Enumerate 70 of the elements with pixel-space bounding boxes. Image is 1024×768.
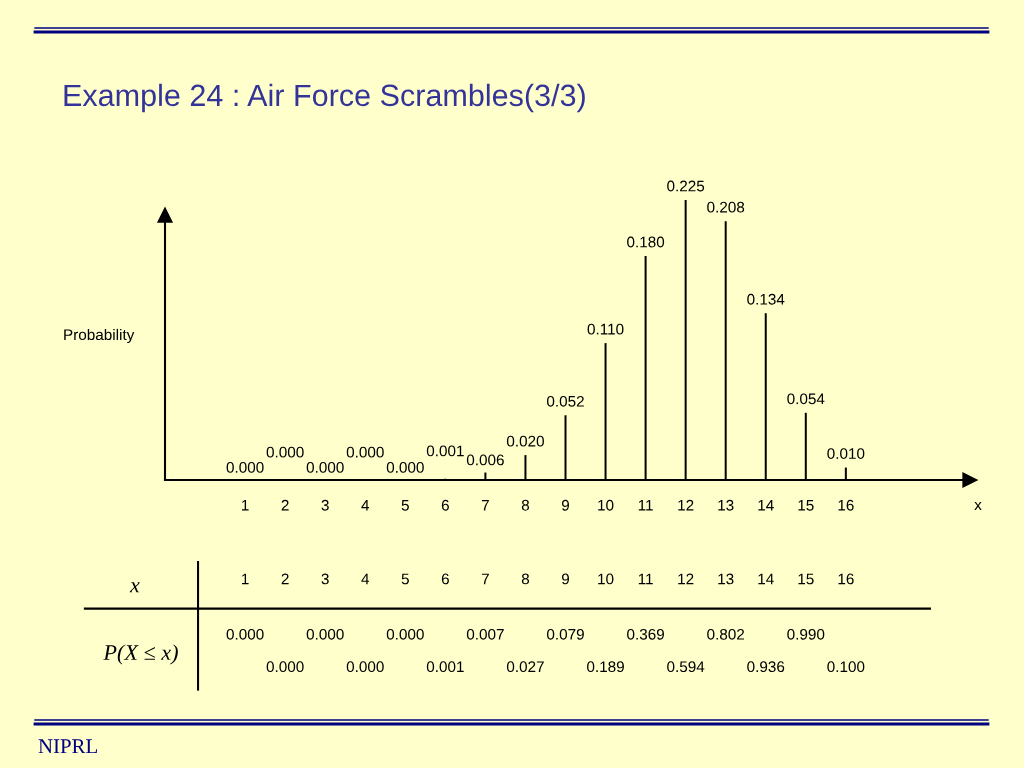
text: 0.027 (506, 661, 544, 673)
x-tick-label: 7 (481, 500, 489, 511)
category-label: 13 (718, 573, 734, 585)
data-label: 0.020 (506, 435, 544, 447)
text: x (974, 501, 982, 510)
text: 0.936 (747, 661, 785, 673)
text: 0.001 (426, 661, 464, 673)
category-label: 16 (838, 573, 854, 585)
x-tick-label: 15 (798, 500, 814, 511)
category-label: 6 (441, 573, 449, 585)
text: NIPRL (38, 739, 97, 754)
category-label: 14 (758, 573, 774, 585)
x-tick-label: 11 (638, 500, 653, 511)
chart-title: Example 24 : Air Force Scrambles(3/3) (64, 83, 585, 113)
category-label: 4 (361, 573, 370, 585)
data-label: 0.000 (386, 461, 424, 473)
category-label: 8 (521, 573, 530, 585)
category-label: 7 (481, 573, 489, 585)
category-label: 10 (598, 573, 614, 585)
category-label: 15 (798, 573, 814, 585)
text: 0.100 (827, 661, 865, 673)
text: 0.007 (466, 628, 504, 640)
data-label: 0.000 (266, 446, 304, 458)
data-label: 0.225 (667, 180, 705, 192)
text: 0.000 (266, 661, 304, 673)
data-label: 0.001 (426, 445, 464, 457)
data-label: 0.000 (346, 446, 384, 458)
text: 0.990 (787, 628, 825, 640)
x-tick-label: 14 (758, 500, 774, 511)
x-tick-label: 3 (321, 499, 329, 511)
data-label: 0.180 (627, 236, 665, 248)
category-label: 11 (638, 573, 653, 585)
data-label: 0.054 (787, 393, 825, 405)
text: 0.802 (707, 628, 745, 640)
x-tick-label: 16 (838, 499, 854, 511)
x-tick-label: 1 (242, 500, 249, 511)
category-label: 9 (561, 573, 570, 585)
data-label: 0.110 (587, 323, 624, 335)
x-tick-label: 12 (678, 499, 694, 511)
category-label: 3 (321, 573, 329, 585)
data-label: 0.052 (546, 395, 584, 407)
data-label: 0.134 (747, 293, 785, 305)
category-label: 5 (401, 573, 409, 585)
text: Probability (64, 328, 135, 344)
data-label: 0.000 (306, 461, 344, 473)
text: 0.594 (667, 661, 705, 673)
x-tick-label: 5 (401, 500, 409, 511)
data-label: 0.006 (466, 454, 504, 466)
x-tick-label: 13 (718, 499, 734, 511)
text: x (129, 582, 140, 593)
text: 0.000 (386, 628, 424, 640)
data-label: 0.208 (707, 201, 745, 213)
x-tick-label: 10 (598, 499, 614, 511)
text: 0.189 (587, 661, 624, 673)
data-label: 0.000 (226, 461, 264, 473)
text: 0.079 (546, 628, 584, 640)
text: 0.000 (226, 628, 264, 640)
text: P(X ≤ x) (103, 644, 178, 665)
x-tick-label: 8 (521, 499, 530, 511)
text: 0.000 (346, 661, 384, 673)
text: 0.369 (627, 628, 664, 640)
x-tick-label: 2 (281, 499, 289, 511)
text: 0.000 (306, 628, 344, 640)
x-tick-label: 6 (441, 499, 449, 511)
x-tick-label: 9 (561, 499, 570, 511)
category-label: 12 (678, 573, 694, 585)
category-label: 2 (281, 573, 289, 585)
category-label: 1 (242, 573, 249, 585)
x-tick-label: 4 (361, 500, 370, 511)
data-label: 0.010 (827, 448, 865, 459)
